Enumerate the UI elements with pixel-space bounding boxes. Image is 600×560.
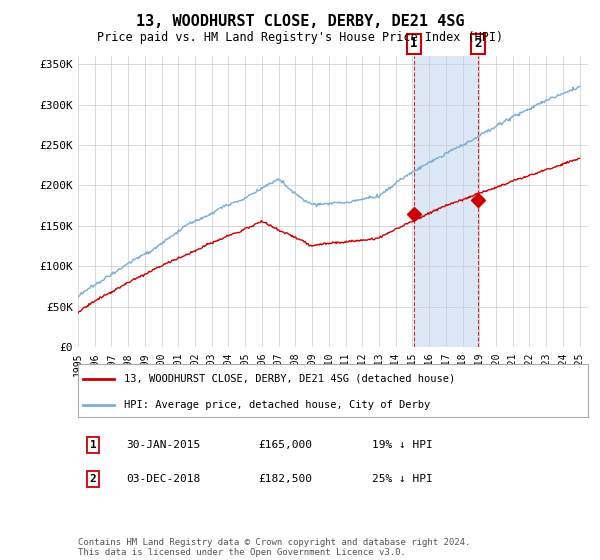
Text: £165,000: £165,000 bbox=[258, 440, 312, 450]
Text: £182,500: £182,500 bbox=[258, 474, 312, 484]
Text: 13, WOODHURST CLOSE, DERBY, DE21 4SG: 13, WOODHURST CLOSE, DERBY, DE21 4SG bbox=[136, 14, 464, 29]
Text: 13, WOODHURST CLOSE, DERBY, DE21 4SG (detached house): 13, WOODHURST CLOSE, DERBY, DE21 4SG (de… bbox=[124, 374, 455, 384]
Text: 1: 1 bbox=[410, 38, 418, 50]
Text: HPI: Average price, detached house, City of Derby: HPI: Average price, detached house, City… bbox=[124, 400, 430, 410]
Text: 03-DEC-2018: 03-DEC-2018 bbox=[126, 474, 200, 484]
Text: 2: 2 bbox=[474, 38, 482, 50]
Text: 2: 2 bbox=[89, 474, 97, 484]
Text: 19% ↓ HPI: 19% ↓ HPI bbox=[372, 440, 433, 450]
Text: 1: 1 bbox=[89, 440, 97, 450]
Text: 30-JAN-2015: 30-JAN-2015 bbox=[126, 440, 200, 450]
Bar bbox=[414, 56, 478, 347]
Text: 25% ↓ HPI: 25% ↓ HPI bbox=[372, 474, 433, 484]
Text: Contains HM Land Registry data © Crown copyright and database right 2024.
This d: Contains HM Land Registry data © Crown c… bbox=[78, 538, 470, 557]
Text: Price paid vs. HM Land Registry's House Price Index (HPI): Price paid vs. HM Land Registry's House … bbox=[97, 31, 503, 44]
